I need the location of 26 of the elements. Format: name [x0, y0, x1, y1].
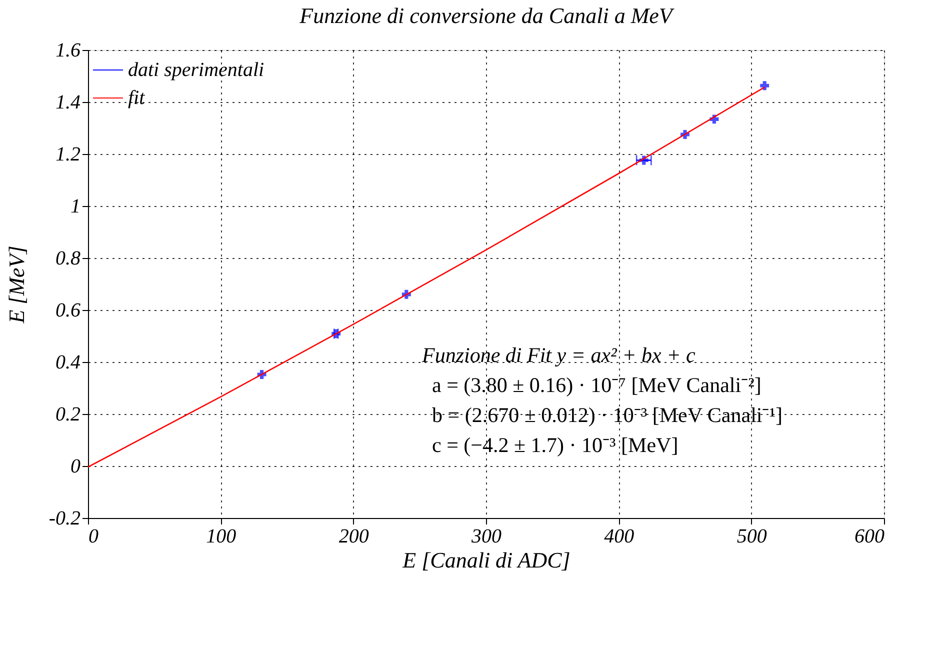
x-tick-label: 0: [88, 526, 98, 548]
annotation: Funzione di Fit y = ax² + bx + c: [421, 343, 696, 367]
y-tick-label: 0.2: [56, 404, 80, 426]
y-tick-label: 1.2: [56, 144, 80, 166]
chart-title: Funzione di conversione da Canali a MeV: [298, 3, 675, 28]
y-tick-label: 1: [70, 196, 80, 218]
x-tick-label: 300: [470, 526, 502, 548]
y-tick-label: -0.2: [48, 508, 80, 530]
legend-label: dati sperimentali: [128, 59, 264, 81]
x-tick-label: 400: [604, 526, 634, 548]
annotation: b = (2.670 ± 0.012) · 10⁻³ [MeV Canali⁻¹]: [432, 403, 783, 427]
legend-label: fit: [128, 87, 146, 109]
y-tick-label: 1.4: [56, 92, 80, 114]
y-tick-label: 0.6: [56, 300, 80, 322]
y-tick-label: 0.8: [56, 248, 80, 270]
x-tick-label: 600: [854, 526, 884, 548]
y-tick-label: 1.6: [56, 40, 80, 62]
annotation: a = (3.80 ± 0.16) · 10⁻⁷ [MeV Canali⁻²]: [432, 373, 762, 397]
annotation: c = (−4.2 ± 1.7) · 10⁻³ [MeV]: [432, 433, 678, 457]
x-tick-label: 200: [338, 526, 369, 548]
y-tick-label: 0: [70, 456, 80, 478]
y-axis-title: E [MeV]: [4, 246, 29, 324]
y-tick-label: 0.4: [56, 352, 80, 374]
x-axis-title: E [Canali di ADC]: [402, 548, 570, 572]
x-tick-label: 500: [736, 526, 767, 548]
x-tick-label: 100: [206, 526, 236, 548]
